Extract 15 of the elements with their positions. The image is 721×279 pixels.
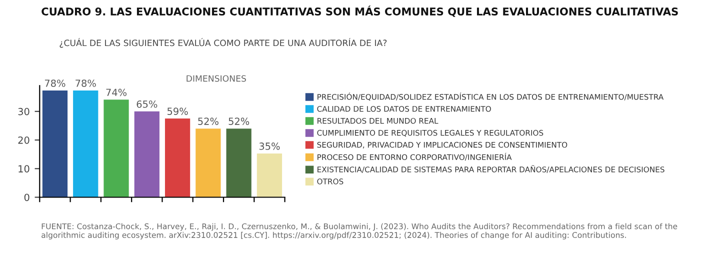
text: CUADRO 9. LAS EVALUACIONES CUANTITATIVAS SON MÁS COMUNES QUE LAS EVALUACIONES CUALITATIVAS (42, 6, 678, 17)
annotation: 59% (167, 108, 188, 115)
annotation: 74% (106, 88, 127, 96)
y-tick-label: 20 (18, 136, 30, 144)
annotation: 52% (228, 118, 250, 125)
annotation: 78% (76, 80, 96, 87)
annotation: 35% (259, 142, 280, 150)
legend-title: DIMENSIONES (186, 75, 246, 82)
y-tick-label: 30 (18, 108, 30, 116)
y-tick-label: 0 (24, 194, 30, 202)
y-tick-label: 10 (18, 165, 30, 172)
annotation: 52% (198, 118, 218, 125)
annotation: 65% (136, 100, 158, 108)
annotation: 78% (44, 80, 66, 87)
chart-subtitle: ¿CUÁL DE LAS SIGUIENTES EVALÚA COMO PARTE DE UNA AUDITORÍA DE IA? (60, 38, 387, 48)
